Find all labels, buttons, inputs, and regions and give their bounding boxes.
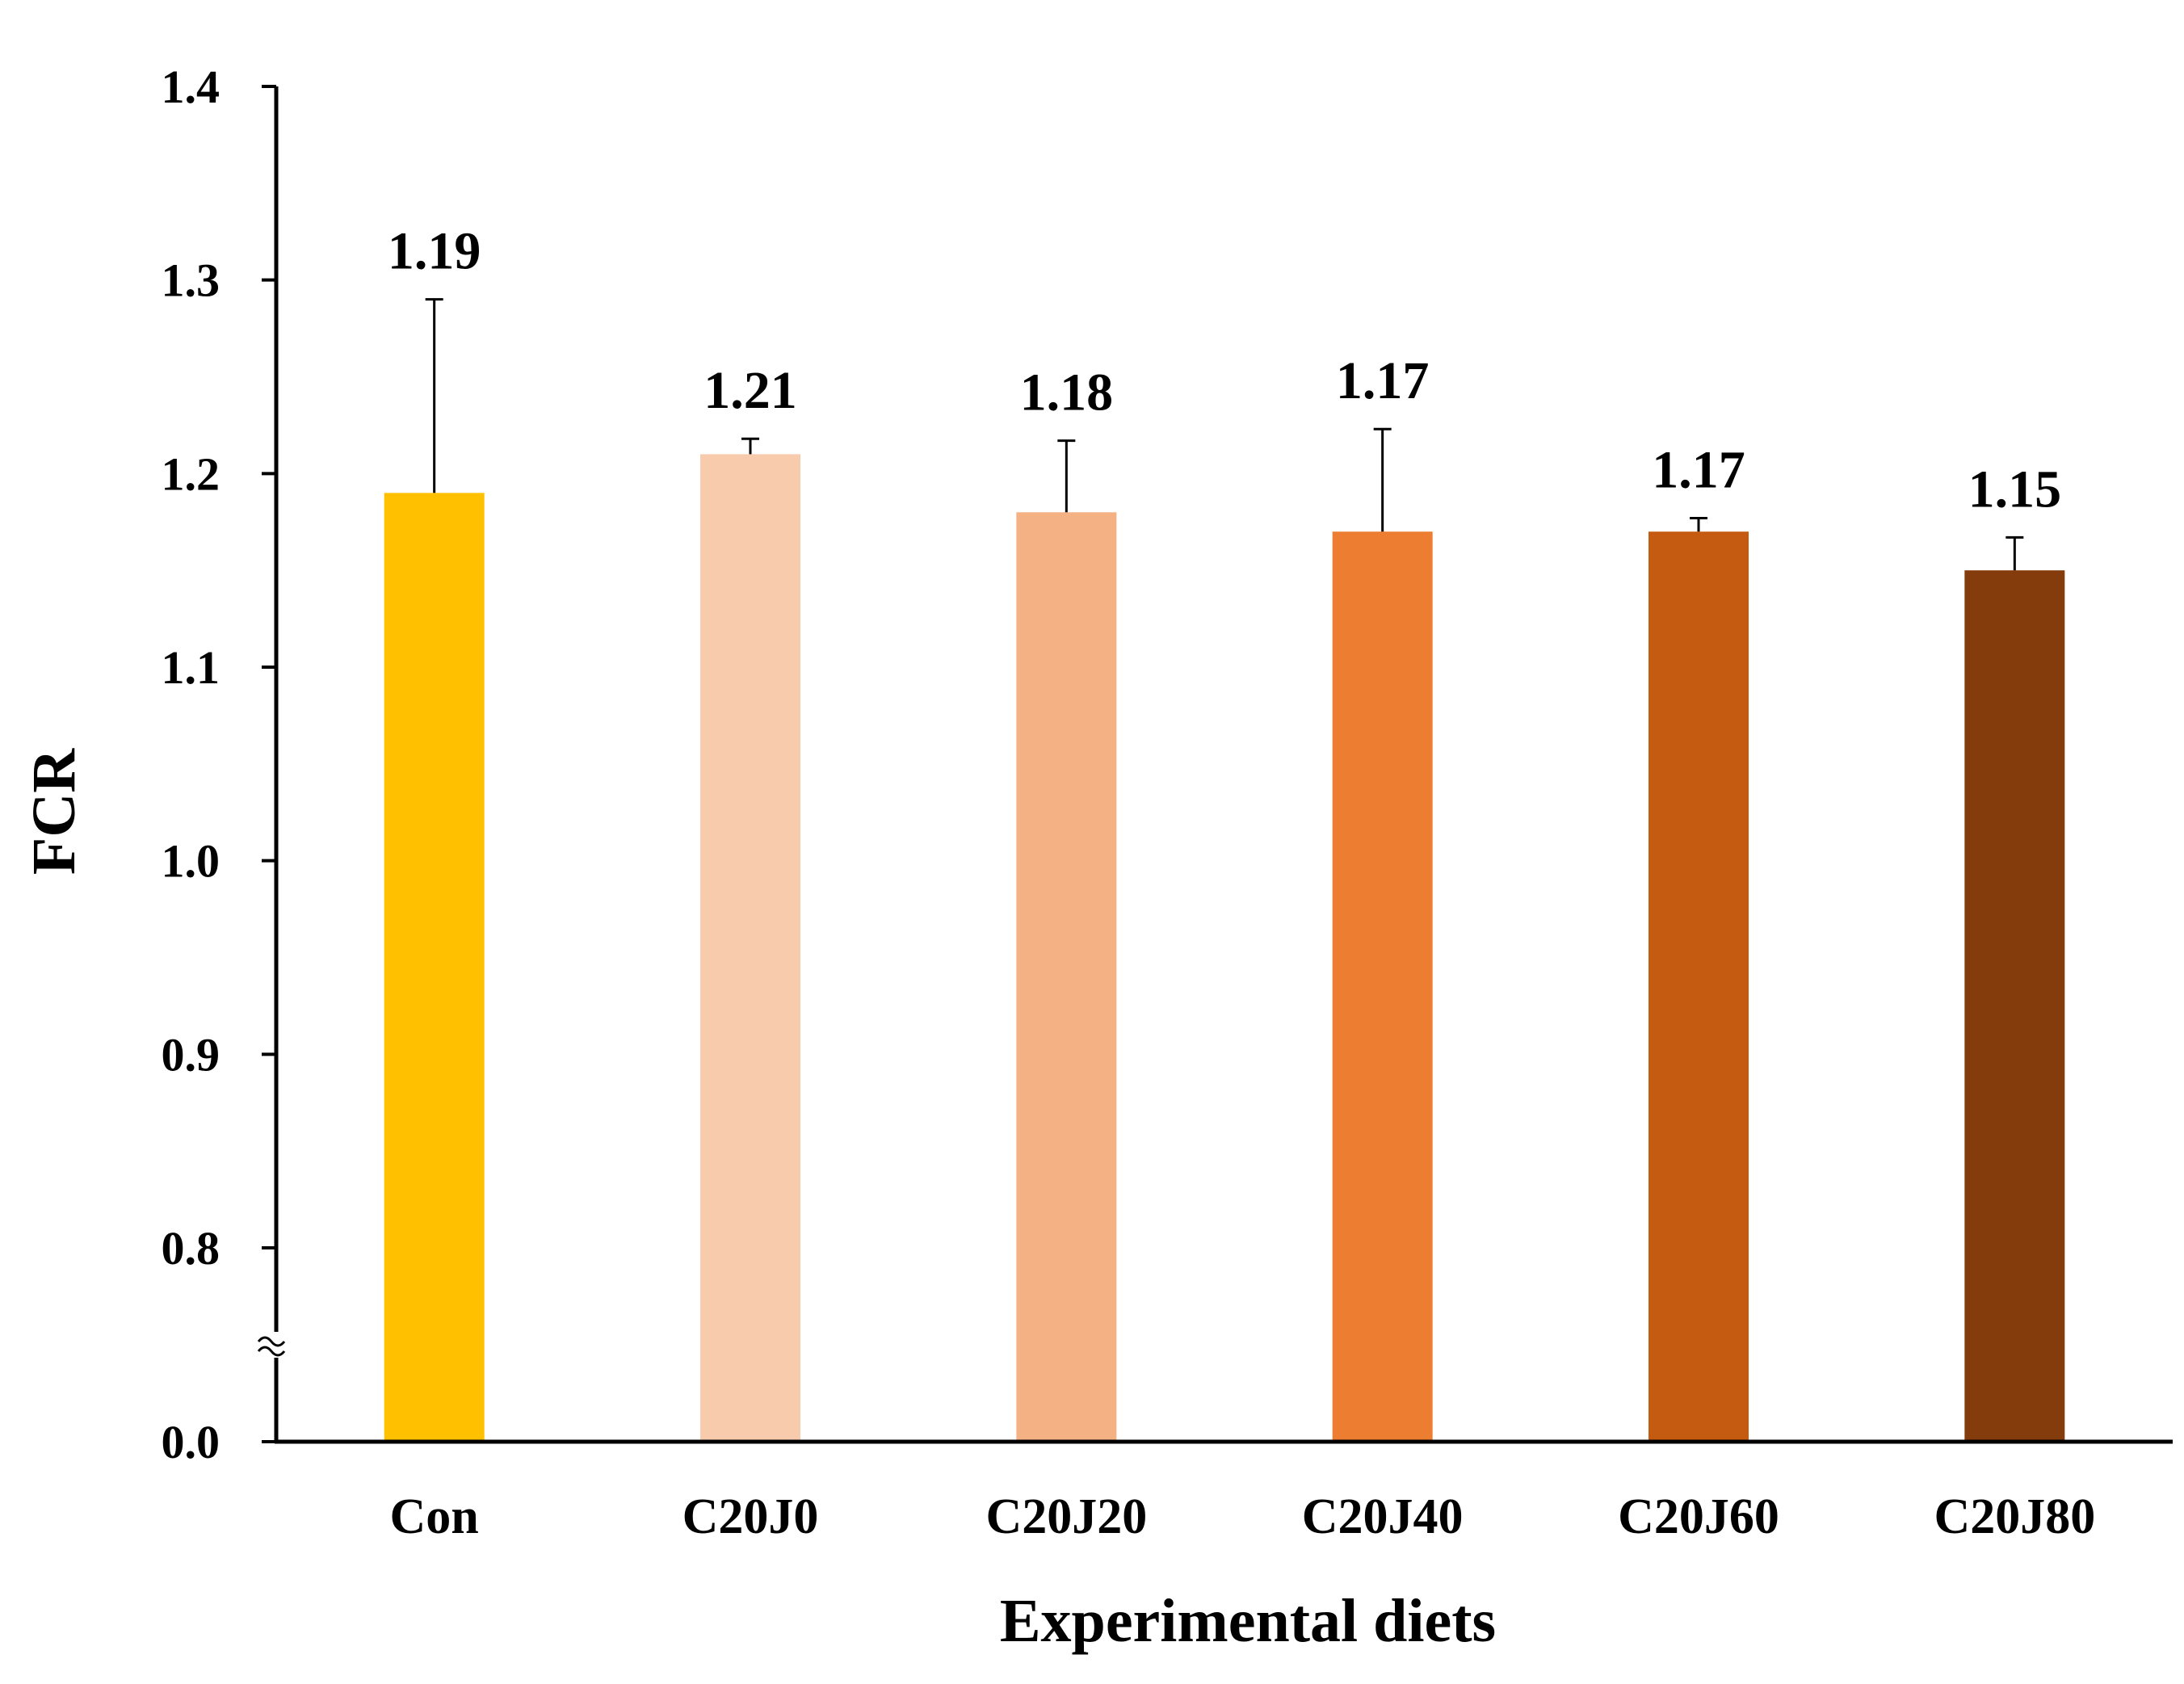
error-bars-group — [425, 298, 2024, 571]
y-tick-label: 0.8 — [162, 1222, 220, 1275]
x-tick-label-C20J0: C20J0 — [682, 1489, 819, 1544]
axis-break-icon — [257, 1332, 291, 1358]
x-axis-title: Experimental diets — [1000, 1587, 1496, 1655]
bars-group — [384, 454, 2065, 1443]
x-tick-labels-group: Con C20J0 C20J20 C20J40 C20J60 C20J80 — [390, 1489, 2096, 1544]
x-tick-label-Con: Con — [390, 1489, 479, 1544]
bar-C20J60 — [1648, 531, 1749, 1442]
value-label-C20J40: 1.17 — [1336, 351, 1430, 410]
x-tick-label-C20J40: C20J40 — [1302, 1489, 1464, 1544]
x-tick-label-C20J80: C20J80 — [1934, 1489, 2095, 1544]
value-label-C20J80: 1.15 — [1968, 460, 2062, 519]
value-label-Con: 1.19 — [388, 222, 481, 281]
bar-C20J40 — [1332, 531, 1433, 1442]
y-ticks-group: 0.0 0.8 0.9 1.0 1.1 1.2 1.3 1.4 — [162, 61, 276, 1468]
value-labels-group: 1.19 1.21 1.18 1.17 1.17 1.15 — [388, 222, 2061, 519]
bar-Con — [384, 493, 485, 1442]
value-label-C20J60: 1.17 — [1652, 440, 1745, 499]
value-label-C20J20: 1.18 — [1020, 363, 1114, 422]
axes-group — [257, 86, 2173, 1444]
y-tick-label: 1.4 — [162, 61, 220, 113]
x-tick-label-C20J20: C20J20 — [985, 1489, 1147, 1544]
axis-break-mark — [257, 1336, 286, 1347]
value-label-C20J0: 1.21 — [704, 361, 797, 420]
bar-C20J80 — [1964, 570, 2065, 1442]
y-tick-label: 0.0 — [162, 1416, 220, 1468]
bar-C20J0 — [700, 454, 800, 1442]
y-tick-label: 1.3 — [162, 254, 220, 307]
y-tick-label: 1.0 — [162, 835, 220, 888]
y-tick-label: 1.2 — [162, 447, 220, 500]
y-tick-label: 1.1 — [162, 641, 220, 694]
bar-C20J20 — [1016, 512, 1117, 1443]
x-tick-label-C20J60: C20J60 — [1618, 1489, 1779, 1544]
axis-break-mark — [257, 1346, 286, 1357]
y-axis-title: FCR — [20, 748, 88, 875]
y-tick-label: 0.9 — [162, 1028, 220, 1081]
